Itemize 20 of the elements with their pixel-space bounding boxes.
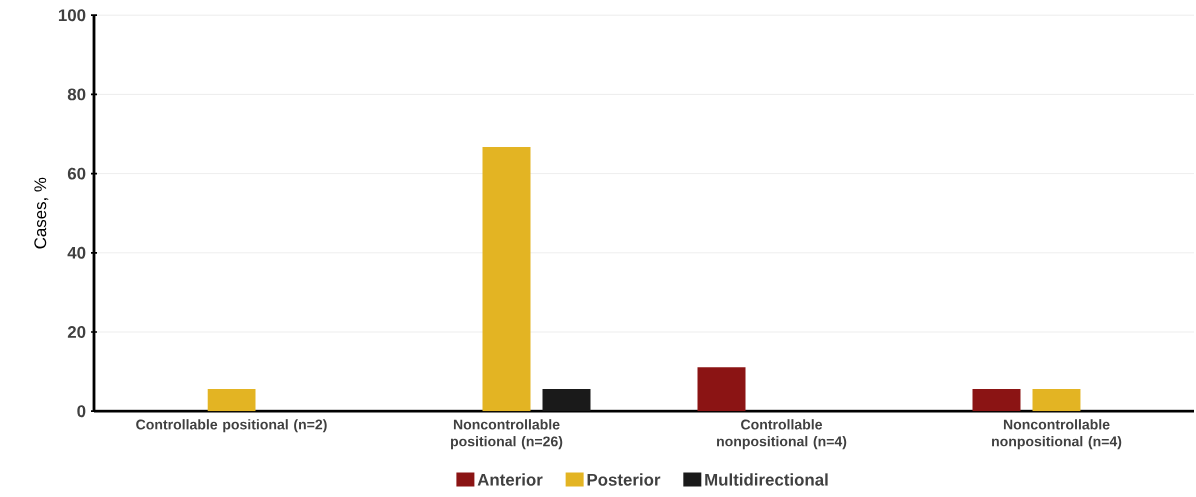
y-tick-label: 0 <box>77 405 86 418</box>
y-axis-title: Cases, % <box>34 177 49 249</box>
legend-label: Anterior <box>477 473 543 486</box>
bar <box>207 388 256 412</box>
legend-label: Multidirectional <box>705 473 828 486</box>
y-tick-label: 60 <box>67 167 86 180</box>
x-tick-label: Controllable nonpositional (n=4) <box>717 419 847 450</box>
y-tick-label: 40 <box>67 246 86 259</box>
y-tick-label: 20 <box>67 325 86 338</box>
y-tick-label: 80 <box>67 88 86 101</box>
bar <box>697 367 746 412</box>
bar <box>1032 388 1081 412</box>
x-tick-label: Noncontrollable nonpositional (n=4) <box>992 419 1122 450</box>
y-tick-label: 100 <box>58 9 86 22</box>
x-tick-label: Noncontrollable positional (n=26) <box>450 419 563 450</box>
bar <box>972 388 1021 412</box>
bar <box>482 146 531 412</box>
x-tick-label: Controllable positional (n=2) <box>136 419 327 433</box>
bar <box>542 388 591 412</box>
legend-label: Posterior <box>587 473 661 486</box>
